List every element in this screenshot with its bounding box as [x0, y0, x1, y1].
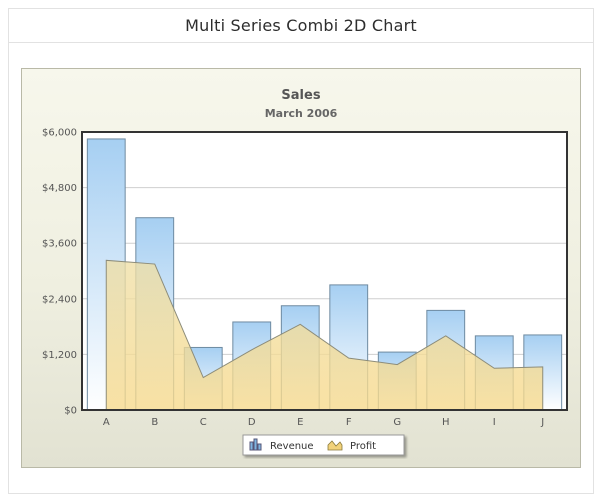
x-tick-label: B	[151, 417, 158, 428]
area-chart-icon	[327, 440, 343, 451]
chart-panel: Sales March 2006 $0 $1,200 $2,400 $3,600 $4,…	[21, 68, 581, 468]
legend-item-profit[interactable]: Profit	[327, 440, 376, 452]
axes	[81, 131, 568, 411]
y-tick-label: $6,000	[42, 128, 77, 139]
legend-box	[242, 434, 405, 456]
chart-title: Sales	[281, 88, 320, 103]
profit-area[interactable]	[105, 259, 544, 411]
x-tick-label: J	[540, 417, 544, 428]
y-tick-label: $4,800	[42, 183, 77, 194]
page-header: Multi Series Combi 2D Chart	[9, 9, 593, 43]
x-tick-label: D	[248, 417, 256, 428]
x-tick-label: G	[393, 417, 401, 428]
y-axis-ticks: $0 $1,200 $2,400 $3,600 $4,800 $6,000	[42, 128, 77, 417]
chart-subtitle: March 2006	[265, 107, 338, 120]
profit-series	[105, 259, 544, 411]
combi-chart: Sales March 2006 $0 $1,200 $2,400 $3,600 $4,…	[42, 88, 568, 456]
x-tick-label: H	[442, 417, 450, 428]
page-title: Multi Series Combi 2D Chart	[185, 16, 417, 35]
legend: Revenue Profit	[242, 434, 405, 456]
x-tick-label: E	[297, 417, 303, 428]
y-tick-label: $1,200	[42, 350, 77, 361]
plot-border	[81, 131, 568, 411]
x-tick-label: C	[200, 417, 207, 428]
x-axis-ticks: A B C D E F G H I J	[103, 417, 544, 428]
column-chart-icon	[249, 438, 262, 451]
y-tick-label: $2,400	[42, 294, 77, 305]
x-tick-label: F	[346, 417, 352, 428]
y-tick-label: $3,600	[42, 239, 77, 250]
y-tick-label: $0	[64, 406, 77, 417]
legend-label-revenue: Revenue	[270, 441, 314, 452]
x-tick-label: A	[103, 417, 110, 428]
legend-label-profit: Profit	[350, 441, 376, 452]
x-tick-label: I	[493, 417, 496, 428]
legend-item-revenue[interactable]: Revenue	[249, 438, 314, 452]
